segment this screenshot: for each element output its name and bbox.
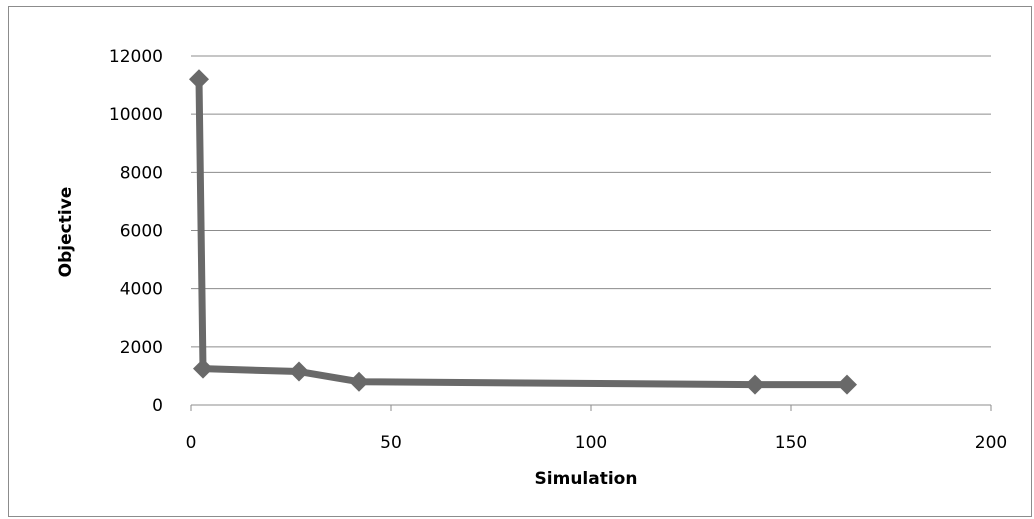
gridlines xyxy=(191,55,991,348)
y-tick-label: 12000 xyxy=(109,47,163,67)
y-tick-label: 10000 xyxy=(109,105,163,125)
y-axis-title: Objective xyxy=(56,187,76,278)
y-tick-label: 2000 xyxy=(120,338,163,358)
tick-labels: 0 2000 4000 6000 8000 10000 12000 0 50 100 150 200 xyxy=(109,47,1007,453)
x-axis-title: Simulation xyxy=(535,469,638,489)
data-point-marker xyxy=(289,361,309,382)
x-tick-label: 50 xyxy=(380,433,402,453)
x-tick-label: 150 xyxy=(775,433,807,453)
y-tick-label: 8000 xyxy=(120,163,163,183)
data-point-marker xyxy=(837,374,857,395)
x-tick-label: 0 xyxy=(186,433,197,453)
x-tick-label: 200 xyxy=(975,433,1007,453)
data-point-marker xyxy=(189,69,209,90)
series-line xyxy=(195,75,851,389)
x-tick-label: 100 xyxy=(575,433,607,453)
y-tick-label: 0 xyxy=(152,396,163,416)
data-point-marker xyxy=(349,371,369,392)
y-tick-label: 4000 xyxy=(120,280,163,300)
series xyxy=(189,69,857,395)
data-point-marker xyxy=(745,374,765,395)
axes xyxy=(190,404,992,411)
chart-frame xyxy=(8,6,1032,517)
y-tick-label: 6000 xyxy=(120,222,163,242)
data-point-marker xyxy=(193,358,213,379)
